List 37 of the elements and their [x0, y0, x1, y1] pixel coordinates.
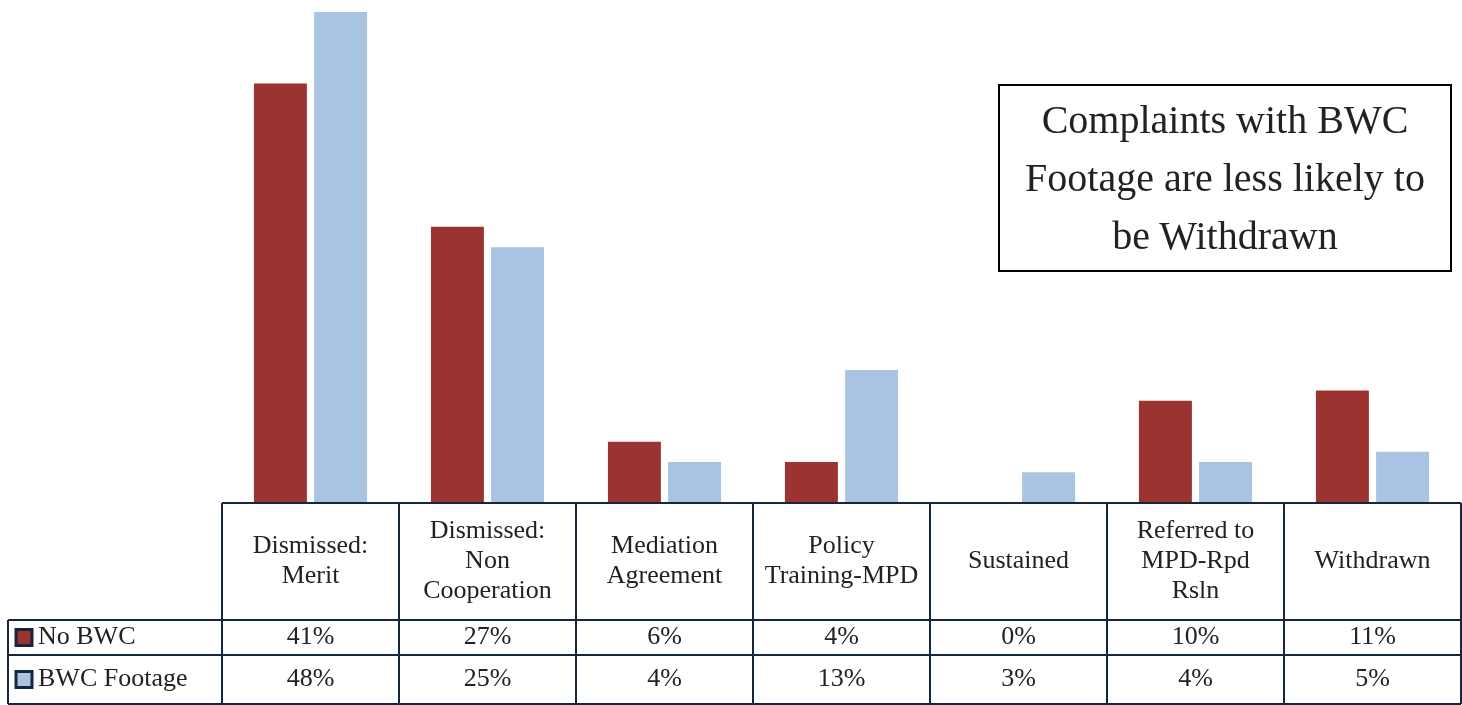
legend-label: BWC Footage — [38, 663, 188, 693]
data-label: 4% — [1178, 663, 1213, 693]
bar — [1315, 390, 1369, 503]
x-tick-label: Sustained — [967, 545, 1070, 575]
data-label: 3% — [1001, 663, 1036, 693]
bar — [607, 441, 661, 503]
x-tick-label: Dismissed: Merit — [252, 530, 369, 590]
bar — [1138, 400, 1192, 503]
data-label: 10% — [1171, 621, 1220, 651]
data-label: 11% — [1349, 621, 1396, 651]
x-tick-label: Dismissed: Non Cooperation — [423, 515, 552, 605]
data-label: 4% — [824, 621, 859, 651]
bar — [430, 226, 484, 503]
bar — [845, 370, 899, 503]
bar — [784, 462, 838, 503]
x-tick-label: Referred to MPD-Rpd Rsln — [1136, 515, 1255, 605]
bar — [668, 462, 722, 503]
x-tick-label: Withdrawn — [1314, 545, 1431, 575]
data-label: 25% — [463, 663, 512, 693]
data-label: 27% — [463, 621, 512, 651]
text: Complaints with BWC Footage are less likely to be Withdrawn — [998, 84, 1452, 272]
x-tick-label: Policy Training-MPD — [764, 530, 919, 590]
x-tick-label: Mediation Agreement — [606, 530, 724, 590]
data-label: 41% — [286, 621, 335, 651]
data-label: 4% — [647, 663, 682, 693]
bar — [1022, 472, 1076, 503]
data-label: 0% — [1001, 621, 1036, 651]
bar — [1376, 451, 1430, 503]
data-label: 13% — [817, 663, 866, 693]
legend-label: No BWC — [38, 621, 136, 651]
data-label: 6% — [647, 621, 682, 651]
bar — [253, 83, 307, 503]
bar — [1199, 462, 1253, 503]
data-label: 48% — [286, 663, 335, 693]
bar — [314, 12, 368, 503]
bar — [491, 247, 545, 503]
data-label: 5% — [1355, 663, 1390, 693]
